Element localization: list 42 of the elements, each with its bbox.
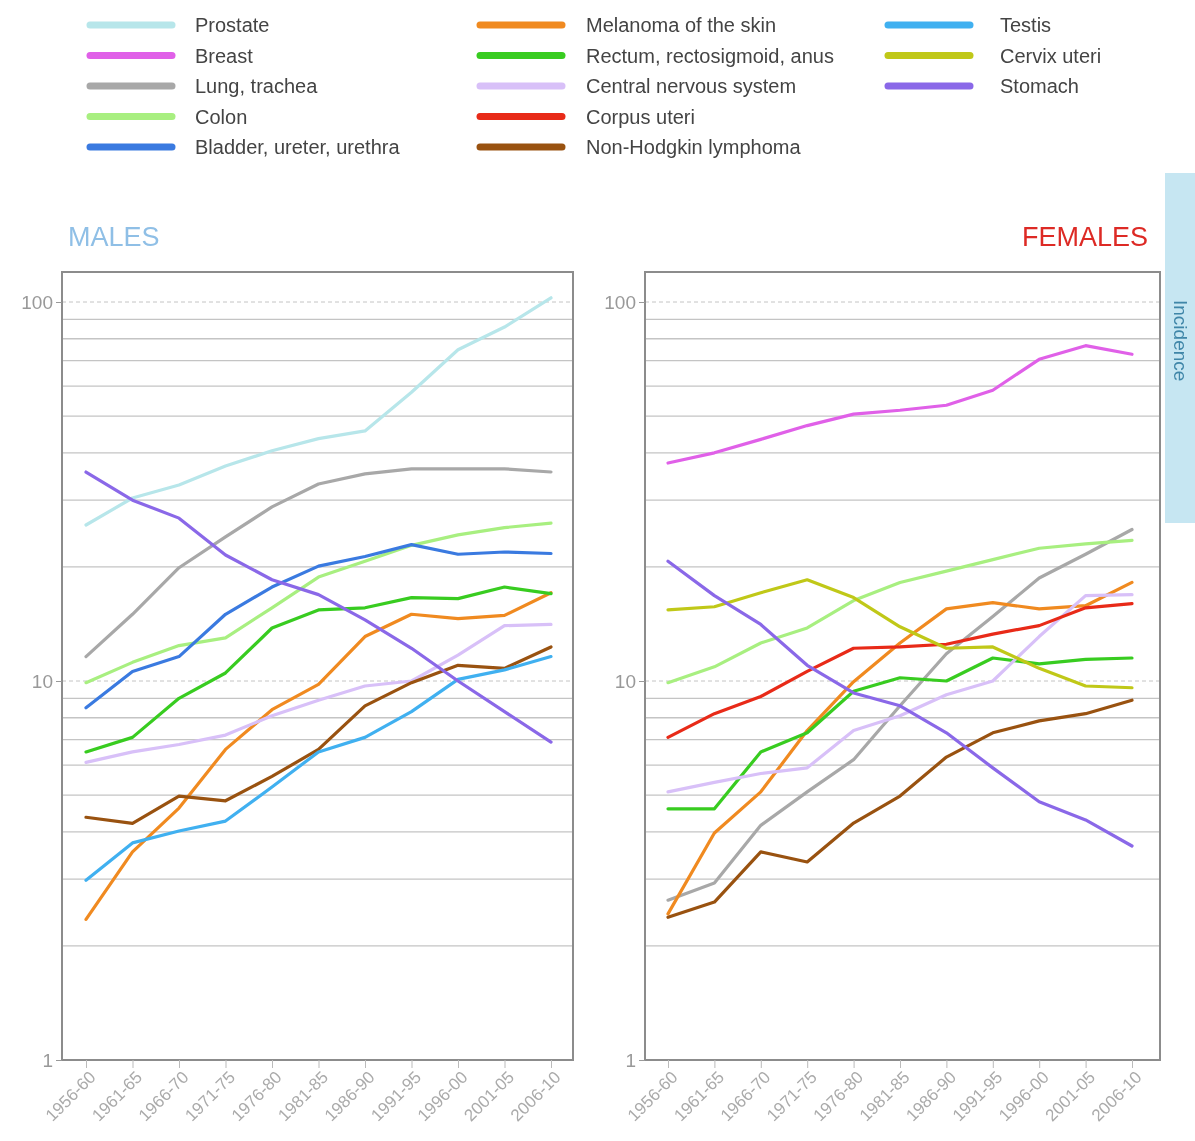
legend-label: Central nervous system (586, 75, 797, 97)
line-series (666, 698, 1134, 919)
line-series (666, 580, 1134, 916)
line-series (84, 654, 553, 882)
line-series (666, 538, 1134, 685)
line-series (84, 591, 553, 921)
line-series (666, 593, 1134, 794)
legend-label: Melanoma of the skin (586, 14, 777, 36)
legend-label: Colon (195, 105, 248, 128)
y-tick-label: 1 (42, 1049, 53, 1071)
text: Incidence (1170, 300, 1191, 382)
y-tick-label: 1 (625, 1049, 636, 1071)
line-series (84, 585, 553, 754)
chart-title: MALES (68, 222, 160, 252)
y-tick-label: 100 (604, 291, 636, 313)
line-series (84, 543, 553, 710)
line-series (666, 578, 1134, 690)
chart-title: FEMALES (1021, 222, 1148, 252)
line-series (84, 467, 553, 659)
legend-label: Cervix uteri (1000, 44, 1102, 67)
legend-label: Stomach (1000, 75, 1079, 97)
line-series (84, 296, 553, 527)
line-series (666, 602, 1134, 739)
legend-label: Lung, trachea (195, 75, 319, 97)
y-tick-label: 10 (614, 670, 636, 692)
legend-label: Bladder, ureter, urethra (195, 136, 401, 158)
line-series (84, 521, 553, 685)
legend-label: Non-Hodgkin lymphoma (586, 136, 802, 158)
legend-label: Corpus uteri (586, 105, 695, 128)
y-tick-label: 100 (21, 291, 53, 313)
line-series (84, 622, 553, 764)
line-series (84, 645, 553, 825)
legend-label: Prostate (195, 14, 270, 36)
legend-label: Breast (195, 44, 254, 67)
line-series (666, 344, 1134, 465)
line-series (666, 656, 1134, 811)
line-series (666, 527, 1134, 902)
line-series (84, 470, 553, 744)
y-tick-label: 10 (31, 670, 53, 692)
legend-label: Testis (1000, 14, 1052, 36)
legend-label: Rectum, rectosigmoid, anus (586, 44, 834, 67)
line-series (666, 559, 1134, 848)
